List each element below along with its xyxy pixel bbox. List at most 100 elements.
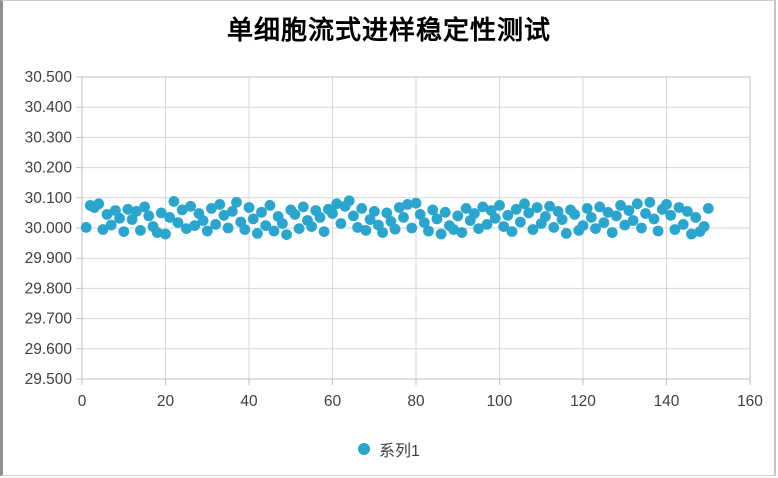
data-point — [331, 198, 343, 210]
data-point — [168, 196, 180, 207]
data-point — [548, 222, 560, 233]
data-point — [569, 209, 581, 220]
data-point — [218, 209, 230, 221]
data-point — [423, 225, 434, 237]
x-tick-label: 80 — [407, 393, 425, 410]
y-tick-label: 30.100 — [25, 190, 73, 207]
data-point — [598, 217, 610, 229]
data-point — [155, 207, 167, 219]
data-point — [456, 227, 468, 238]
data-point — [552, 206, 564, 217]
data-point — [606, 227, 618, 238]
data-point — [473, 223, 484, 235]
data-point — [418, 217, 430, 229]
data-point — [661, 199, 672, 210]
data-point — [406, 222, 418, 234]
data-point — [126, 214, 138, 225]
x-tick-label: 160 — [737, 393, 763, 410]
data-point — [523, 207, 535, 219]
data-point — [410, 197, 422, 209]
y-tick-label: 29.600 — [25, 341, 73, 358]
data-point — [181, 223, 192, 235]
data-point — [151, 227, 163, 238]
data-point — [318, 226, 330, 238]
data-point — [389, 223, 401, 235]
data-point — [185, 200, 197, 212]
data-point — [540, 211, 551, 222]
data-point — [243, 202, 255, 213]
data-point — [431, 213, 443, 225]
data-point — [160, 228, 171, 240]
data-point — [164, 212, 176, 223]
data-point — [364, 214, 376, 225]
data-point — [135, 225, 146, 236]
data-point — [352, 222, 363, 233]
y-tick-label: 30.400 — [25, 99, 73, 116]
data-point — [702, 203, 714, 214]
data-point — [143, 210, 155, 222]
y-tick-label: 30.500 — [25, 69, 73, 86]
data-point — [544, 200, 555, 212]
data-point — [360, 225, 372, 236]
data-point — [477, 201, 489, 213]
data-point — [531, 202, 543, 213]
data-point — [510, 203, 522, 215]
data-point — [80, 222, 92, 233]
data-point — [277, 218, 288, 229]
data-point — [377, 227, 388, 238]
data-point — [381, 207, 393, 219]
series1-points — [80, 195, 714, 241]
data-point — [594, 201, 606, 213]
x-tick-label: 100 — [487, 393, 513, 410]
y-tick-label: 29.800 — [25, 280, 73, 297]
y-tick-label: 30.300 — [25, 129, 73, 146]
x-tick-label: 120 — [570, 393, 596, 410]
data-point — [256, 206, 267, 218]
axis-ticks — [76, 76, 751, 385]
y-tick-label: 30.200 — [25, 160, 73, 177]
data-point — [682, 206, 693, 217]
y-tick-label: 29.900 — [25, 250, 73, 267]
data-point — [393, 202, 405, 213]
data-point — [439, 206, 451, 218]
data-point — [402, 199, 413, 210]
data-point — [581, 203, 593, 214]
data-point — [469, 208, 480, 219]
data-point — [398, 212, 409, 223]
data-point — [206, 203, 217, 214]
data-point — [414, 209, 426, 220]
data-point — [239, 224, 251, 235]
x-tick-label: 0 — [78, 393, 87, 410]
data-point — [577, 220, 589, 232]
data-point — [226, 206, 238, 217]
legend[interactable]: 系列1 — [0, 437, 778, 461]
data-point — [585, 212, 597, 223]
data-point — [460, 203, 472, 214]
series1-legend-label: 系列1 — [379, 443, 420, 460]
data-point — [293, 223, 305, 235]
data-point — [348, 210, 359, 222]
data-point — [627, 215, 639, 226]
data-point — [289, 209, 301, 220]
data-point — [214, 199, 226, 210]
data-point — [427, 204, 439, 216]
x-tick-label: 140 — [654, 393, 680, 410]
data-point — [448, 224, 459, 235]
data-point — [222, 222, 234, 234]
data-point — [297, 201, 309, 213]
data-point — [644, 196, 656, 208]
data-point — [686, 228, 697, 240]
data-point — [172, 217, 184, 229]
data-point — [623, 205, 635, 216]
y-tick-label: 29.500 — [25, 371, 73, 388]
data-point — [560, 228, 572, 239]
data-point — [636, 222, 647, 234]
data-point — [452, 210, 464, 222]
y-tick-label: 30.000 — [25, 220, 73, 237]
data-point — [527, 224, 539, 235]
data-point — [652, 225, 664, 237]
data-point — [631, 198, 643, 210]
y-tick-label: 29.700 — [25, 311, 73, 328]
data-point — [611, 210, 622, 222]
